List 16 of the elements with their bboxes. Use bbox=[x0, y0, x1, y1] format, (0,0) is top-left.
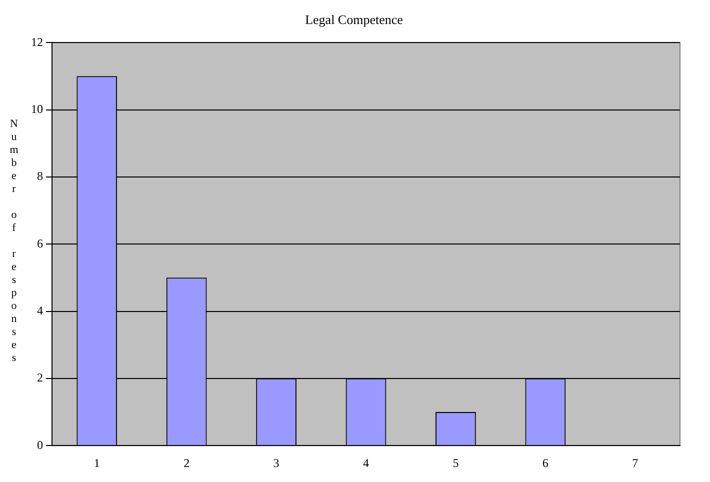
y-tick-label: 2 bbox=[37, 370, 43, 385]
y-tick-label: 0 bbox=[37, 438, 43, 452]
x-tick-label: 7 bbox=[632, 456, 638, 470]
y-tick-label: 8 bbox=[37, 169, 43, 184]
x-tick-label: 4 bbox=[363, 456, 369, 470]
y-tick-label: 12 bbox=[31, 34, 43, 49]
chart-title: Legal Competence bbox=[305, 12, 404, 28]
x-tick-label: 5 bbox=[452, 456, 459, 470]
x-tick-label: 2 bbox=[184, 456, 190, 470]
y-tick-label: 4 bbox=[37, 303, 43, 318]
x-tick-label: 6 bbox=[542, 456, 548, 470]
y-axis-title: Number of responses bbox=[8, 118, 21, 364]
x-tick-label: 1 bbox=[94, 456, 100, 470]
x-tick-label: 3 bbox=[273, 456, 280, 470]
y-tick-label: 10 bbox=[31, 102, 43, 116]
y-tick-label: 6 bbox=[37, 236, 43, 250]
